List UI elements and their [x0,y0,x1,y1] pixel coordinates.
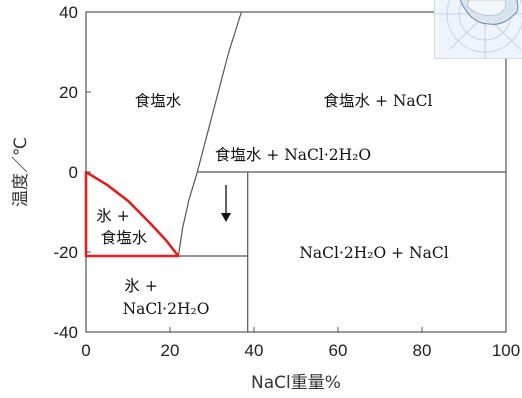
x-tick-label: 20 [161,341,180,360]
y-tick-label: -20 [53,243,78,262]
region-brine-dihydrate: 食塩水 + NaCl·2H₂O [215,146,371,164]
nacl-liquidus-line [196,11,242,173]
y-tick-label: -40 [53,323,78,342]
x-tick-label: 80 [413,341,432,360]
ice-liquidus-highlight [84,170,180,258]
region-ice-dihydrate-line1: 氷 + [124,277,157,295]
x-tick-label: 40 [245,341,264,360]
y-tick-label: 20 [59,83,78,102]
region-ice-brine-line2: 食塩水 [101,229,148,247]
y-tick-label: 40 [59,3,78,22]
x-axis-title: NaCl重量% [251,373,341,393]
region-dihydrate-nacl: NaCl·2H₂O + NaCl [299,244,448,262]
region-brine: 食塩水 [135,92,182,110]
y-axis-ticks: 40 20 0 -20 -40 [53,3,91,342]
phase-boundaries [86,11,506,332]
region-ice-dihydrate-line2: NaCl·2H₂O [123,300,210,318]
x-tick-label: 0 [81,341,90,360]
antarctica-map-icon [434,0,522,59]
x-axis-ticks: 0 20 40 60 80 100 [81,327,520,360]
x-tick-label: 60 [329,341,348,360]
y-tick-label: 0 [69,163,78,182]
y-axis-title: 温度／℃ [11,137,31,207]
x-tick-label: 100 [492,341,520,360]
dihydrate-liquidus-line [177,171,198,257]
region-brine-nacl: 食塩水 + NaCl [324,92,433,110]
ice-brine-highlight [84,170,180,258]
annotation-arrow [221,185,231,222]
region-ice-brine-line1: 氷 + [96,207,129,225]
